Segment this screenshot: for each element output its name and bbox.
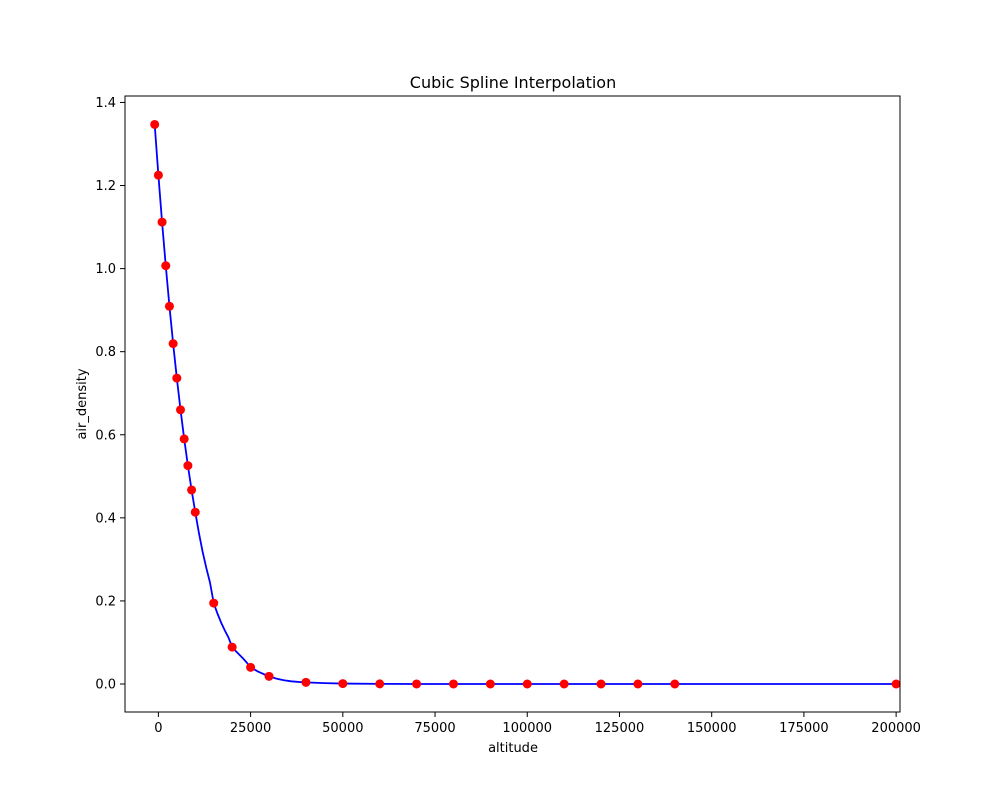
data-point [522, 679, 532, 689]
spline-curve [153, 124, 897, 685]
y-tick-label: 1.4 [95, 96, 116, 111]
y-tick-label: 0.6 [95, 428, 116, 443]
y-tick-label: 1.2 [95, 179, 116, 194]
data-point [301, 677, 311, 687]
data-point [338, 679, 348, 689]
plot-frame [124, 95, 901, 713]
y-axis-ticks: 0.0 0.2 0.4 0.6 0.8 1.0 1.2 1.4 [95, 96, 125, 693]
x-axis-ticks: 0 25000 50000 75000 100000 125000 150000 175000… [154, 712, 921, 736]
data-point [172, 373, 182, 383]
y-axis-label: air_density [75, 368, 90, 439]
data-point [891, 679, 901, 689]
y-tick-label: 0.8 [95, 345, 116, 360]
data-point [375, 679, 385, 689]
data-point [485, 679, 495, 689]
x-tick-label: 75000 [414, 721, 455, 736]
data-point [183, 461, 193, 471]
data-point [179, 434, 189, 444]
data-point [157, 217, 167, 227]
data-point [168, 339, 178, 349]
data-point [187, 485, 197, 495]
data-point [176, 405, 186, 415]
data-point [227, 642, 237, 652]
x-tick-label: 50000 [322, 721, 363, 736]
y-tick-label: 0.0 [95, 678, 116, 693]
data-point [412, 679, 422, 689]
y-tick-label: 0.2 [95, 594, 116, 609]
data-point [448, 679, 458, 689]
data-point [596, 679, 606, 689]
data-point [153, 170, 163, 180]
data-points [150, 119, 901, 689]
data-point [209, 598, 219, 608]
x-tick-label: 125000 [595, 721, 645, 736]
data-point [161, 261, 171, 271]
x-tick-label: 100000 [502, 721, 552, 736]
y-tick-label: 1.0 [95, 262, 116, 277]
y-tick-label: 0.4 [95, 511, 116, 526]
data-point [190, 507, 200, 517]
chart-title: Cubic Spline Interpolation [410, 73, 616, 92]
data-point [164, 301, 174, 311]
data-point [246, 662, 256, 672]
data-point [633, 679, 643, 689]
data-point [559, 679, 569, 689]
x-tick-label: 0 [154, 721, 162, 736]
data-point [264, 671, 274, 681]
x-tick-label: 150000 [687, 721, 737, 736]
x-axis-label: altitude [488, 741, 538, 756]
x-tick-label: 200000 [871, 721, 921, 736]
plot-area [125, 96, 900, 712]
x-tick-label: 175000 [779, 721, 829, 736]
x-tick-label: 25000 [230, 721, 271, 736]
data-point [150, 119, 160, 129]
data-point [670, 679, 680, 689]
